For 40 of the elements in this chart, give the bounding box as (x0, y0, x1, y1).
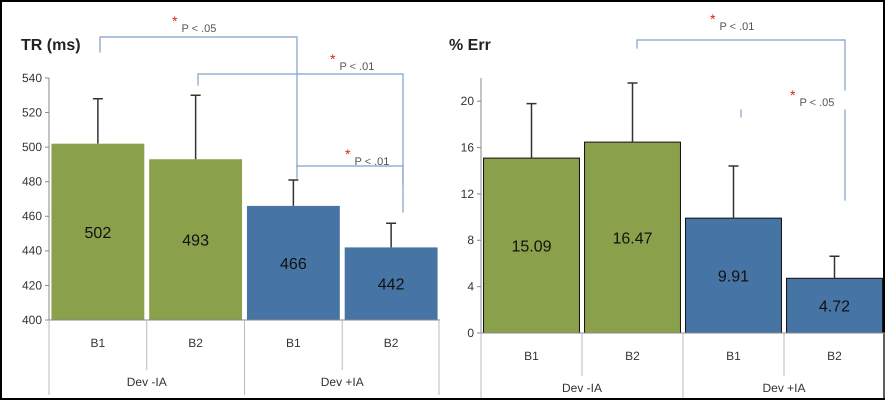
y-axis-title: % Err (449, 37, 491, 54)
y-tick-label: 0 (467, 326, 474, 340)
x-tick-label: B1 (524, 349, 540, 363)
x-tick-label: B1 (726, 349, 742, 363)
data-label: 9.91 (718, 268, 750, 286)
x-tick-label: B2 (188, 336, 204, 350)
y-tick-label: 500 (22, 140, 42, 154)
data-label: 16.47 (612, 230, 653, 248)
y-tick-label: 400 (22, 312, 42, 327)
data-label: 15.09 (511, 238, 552, 256)
y-tick-label: 4 (467, 279, 474, 294)
x-tick-label: B2 (625, 349, 640, 363)
bar (685, 218, 782, 334)
y-tick-label: 8 (467, 233, 474, 248)
y-tick-label: 20 (460, 94, 474, 108)
y-tick-label: 16 (460, 140, 474, 154)
data-label: 442 (378, 276, 405, 294)
data-label: 493 (182, 232, 210, 250)
bar (483, 158, 580, 334)
y-tick-label: 12 (460, 186, 474, 201)
x-tick-label: B1 (286, 336, 302, 350)
y-tick-label: 520 (22, 105, 42, 120)
x-tick-label: B1 (90, 336, 106, 350)
y-tick-label: 460 (22, 209, 42, 224)
data-label: 466 (280, 256, 307, 273)
y-tick-label: 480 (22, 174, 42, 189)
y-tick-label: 420 (22, 278, 42, 292)
text: Dev +IA (320, 375, 364, 389)
bar (786, 278, 883, 334)
bar (584, 142, 681, 334)
data-label: 502 (84, 224, 112, 242)
y-tick-label: 540 (22, 70, 42, 85)
x-tick-label: B2 (827, 349, 842, 363)
text: Dev +IA (762, 381, 806, 395)
y-tick-label: 440 (22, 244, 42, 258)
x-tick-label: B2 (384, 336, 399, 350)
text: Dev -IA (562, 381, 602, 395)
text: Dev -IA (126, 375, 167, 389)
data-label: 4.72 (818, 298, 850, 316)
y-axis-title: TR (ms) (21, 37, 81, 54)
